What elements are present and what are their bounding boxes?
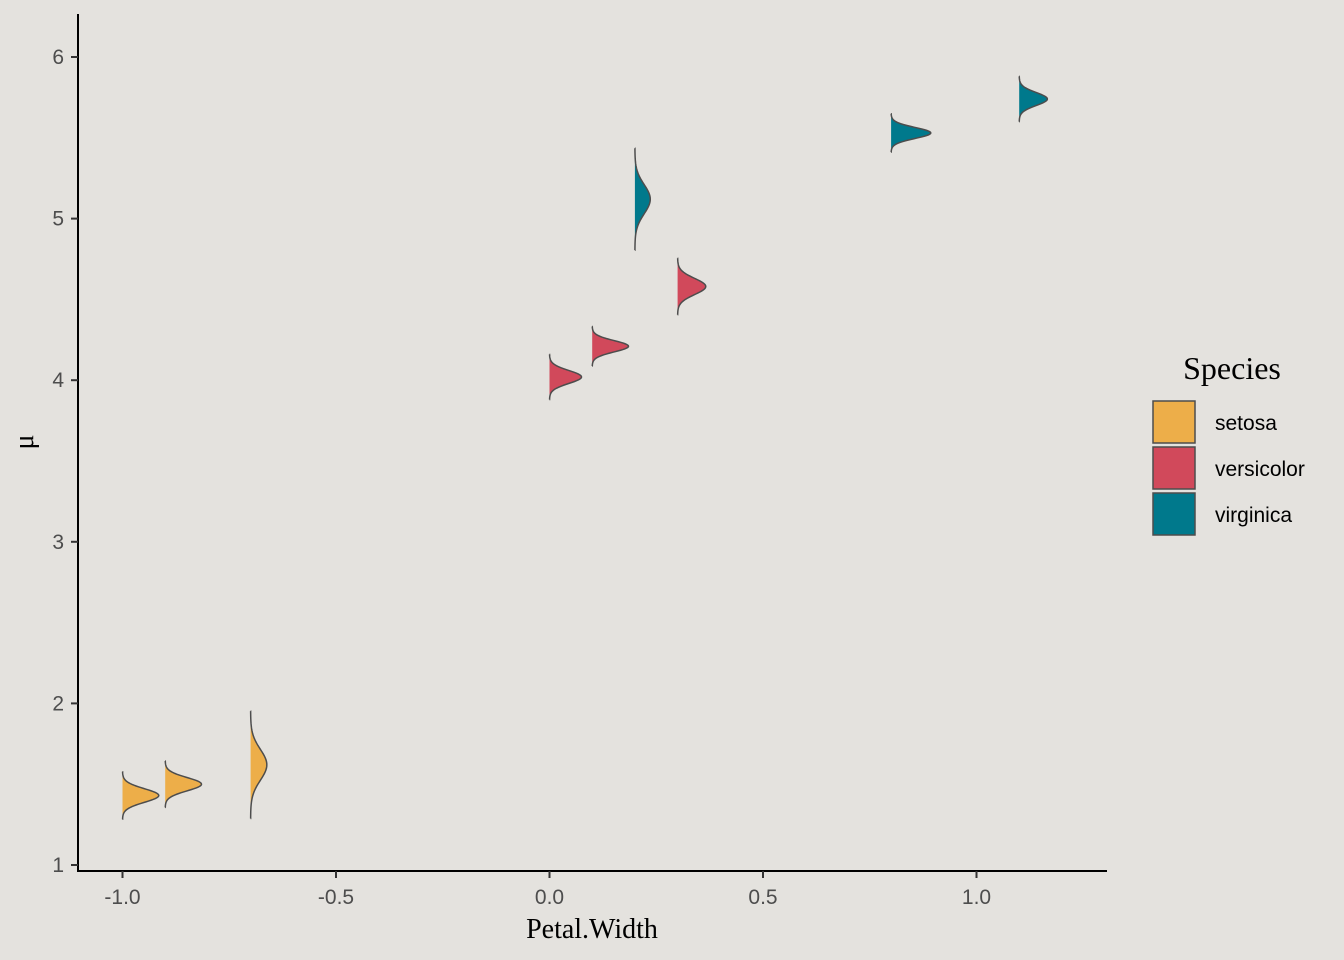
ridge-virginica-1 bbox=[634, 147, 652, 251]
legend-label-virginica: virginica bbox=[1215, 504, 1292, 527]
x-tick-label: 0.0 bbox=[535, 886, 564, 909]
x-axis-title: Petal.Width bbox=[526, 914, 658, 945]
legend-entries: setosa versicolor virginica bbox=[1152, 400, 1305, 536]
legend: Species setosa versicolor virginica bbox=[1152, 350, 1305, 536]
y-axis-title: μ bbox=[9, 434, 40, 449]
x-tick-label: -0.5 bbox=[318, 886, 354, 909]
ridge-setosa-2 bbox=[164, 760, 203, 809]
x-tick-label: 0.5 bbox=[748, 886, 777, 909]
ridge-virginica-3-fill bbox=[1019, 76, 1048, 122]
ridge-versicolor-2-fill bbox=[592, 326, 629, 367]
ridge-setosa-3 bbox=[249, 710, 268, 820]
legend-swatch-virginica bbox=[1152, 492, 1196, 536]
y-tick-label: 6 bbox=[52, 46, 64, 69]
ridge-versicolor-1 bbox=[548, 353, 583, 401]
ridge-versicolor-2 bbox=[591, 325, 630, 367]
ridge-versicolor-3-fill bbox=[677, 258, 706, 315]
ridge-setosa-3-fill bbox=[250, 711, 267, 819]
y-tick-label: 5 bbox=[52, 208, 64, 231]
x-tick-label: -1.0 bbox=[104, 886, 140, 909]
y-axis-ticks: 1 2 3 4 5 6 bbox=[52, 46, 78, 877]
y-tick-label: 4 bbox=[52, 369, 64, 392]
ridge-virginica-3 bbox=[1018, 75, 1049, 123]
x-axis-ticks: -1.0 -0.5 0.0 0.5 1.0 bbox=[104, 871, 991, 909]
ridge-setosa-2-fill bbox=[165, 761, 202, 808]
ridge-virginica-2 bbox=[890, 112, 932, 153]
ridge-virginica-1-fill bbox=[634, 148, 651, 251]
legend-swatch-versicolor bbox=[1152, 446, 1196, 490]
legend-swatch-setosa bbox=[1152, 400, 1196, 444]
ridge-versicolor-1-fill bbox=[549, 354, 582, 400]
ridge-setosa-1 bbox=[121, 771, 160, 821]
x-tick-label: 1.0 bbox=[962, 886, 991, 909]
ridge-virginica-2-fill bbox=[891, 113, 931, 153]
ridge-versicolor-3 bbox=[676, 257, 707, 316]
y-tick-label: 3 bbox=[52, 531, 64, 554]
legend-label-versicolor: versicolor bbox=[1215, 458, 1305, 481]
ridges-layer bbox=[121, 75, 1049, 821]
legend-title: Species bbox=[1183, 350, 1281, 386]
y-tick-label: 1 bbox=[52, 854, 64, 877]
y-tick-label: 2 bbox=[52, 692, 64, 715]
ridge-setosa-1-fill bbox=[122, 771, 159, 820]
legend-label-setosa: setosa bbox=[1215, 412, 1277, 435]
